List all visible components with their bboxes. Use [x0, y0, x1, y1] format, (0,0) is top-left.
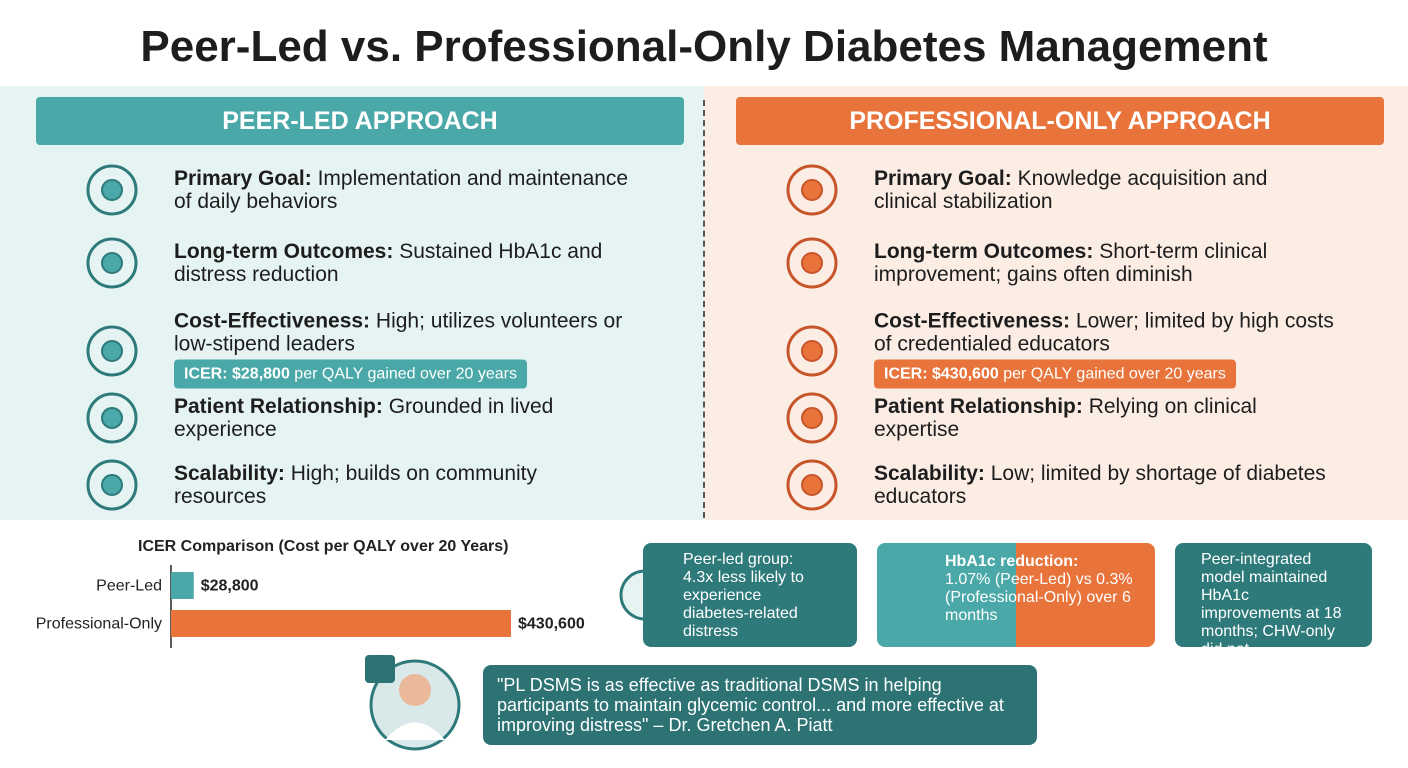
row-text: High; builds on community resources [174, 462, 538, 508]
value-label: $28,800 [201, 578, 259, 595]
row-icon [801, 407, 823, 429]
chart-title: ICER Comparison (Cost per QALY over 20 Y… [138, 538, 509, 555]
row-text: Grounded in lived experience [174, 395, 554, 441]
row-icon [786, 392, 838, 444]
professional-panel [704, 86, 1408, 520]
row: Long-term Outcomes: Short-term clinical … [874, 240, 1334, 286]
row-icon [101, 179, 123, 201]
badge-text: per QALY gained over 20 years [1003, 365, 1226, 383]
stat-text: 1.07% (Peer-Led) vs 0.3% (Professional-O… [945, 571, 1133, 624]
row-label: Cost-Effectiveness: [874, 309, 1071, 333]
row-text: Relying on clinical expertise [874, 395, 1257, 441]
badge-label: ICER: $430,600 [884, 365, 999, 383]
row-icon [786, 325, 838, 377]
quote-mark-box [365, 655, 395, 683]
stat-text: Peer-led group: 4.3x less likely to expe… [683, 551, 804, 640]
section-header: PEER-LED APPROACH [36, 97, 684, 145]
section-header: PROFESSIONAL-ONLY APPROACH [736, 97, 1384, 145]
quote-box: "PL DSMS is as effective as traditional … [483, 665, 1037, 745]
icer-badge: ICER: $430,600 per QALY gained over 20 y… [874, 359, 1236, 389]
quote-text: "PL DSMS is as effective as traditional … [497, 675, 1004, 735]
stat-box: HbA1c reduction: 1.07% (Peer-Led) vs 0.3%… [877, 543, 1155, 647]
row-text: Lower; limited by high costs of credenti… [874, 309, 1334, 356]
badge-text: per QALY gained over 20 years [294, 365, 517, 383]
avatar-body [385, 722, 445, 740]
row-label: Scalability: [174, 462, 285, 485]
category-label: Peer-Led [96, 578, 162, 595]
bar [171, 610, 511, 637]
row-icon [101, 340, 123, 362]
row: Patient Relationship: Relying on clinica… [874, 395, 1334, 441]
row-icon [101, 474, 123, 496]
row-label: Primary Goal: [874, 167, 1012, 190]
row-icon [86, 392, 138, 444]
row: Cost-Effectiveness: High; utilizes volun… [174, 310, 634, 389]
row-text: High; utilizes volunteers or low-stipend… [174, 309, 623, 356]
row-label: Long-term Outcomes: [874, 240, 1094, 263]
row-icon [86, 325, 138, 377]
row-icon [786, 237, 838, 289]
badge-label: ICER: $28,800 [184, 365, 290, 383]
row: Scalability: High; builds on community r… [174, 462, 634, 508]
row-icon [86, 459, 138, 511]
row-icon [101, 407, 123, 429]
row-label: Patient Relationship: [174, 395, 383, 418]
row-icon [801, 340, 823, 362]
row-text: Implementation and maintenance of daily … [174, 167, 629, 213]
row-label: Scalability: [874, 462, 985, 485]
row-icon [801, 252, 823, 274]
row-icon [86, 164, 138, 216]
row-icon [786, 164, 838, 216]
row: Long-term Outcomes: Sustained HbA1c and … [174, 240, 634, 286]
row-text: Low; limited by shortage of diabetes edu… [874, 462, 1326, 508]
row: Primary Goal: Knowledge acquisition and … [874, 167, 1334, 213]
row-text: Sustained HbA1c and distress reduction [174, 240, 603, 286]
row-label: Cost-Effectiveness: [174, 309, 371, 333]
row-text: Knowledge acquisition and clinical stabi… [874, 167, 1268, 213]
row-text: Short-term clinical improvement; gains o… [874, 240, 1268, 286]
divider [703, 100, 705, 518]
avatar-head [399, 674, 431, 706]
bar [171, 572, 194, 599]
value-label: $430,600 [518, 616, 585, 633]
stat-box: Peer-led group: 4.3x less likely to expe… [643, 543, 857, 647]
row-label: Long-term Outcomes: [174, 240, 394, 263]
category-label: Professional-Only [36, 616, 162, 633]
row-icon [786, 459, 838, 511]
row-icon [801, 179, 823, 201]
row: Scalability: Low; limited by shortage of… [874, 462, 1334, 508]
stat-title: HbA1c reduction: [945, 553, 1079, 570]
row: Patient Relationship: Grounded in lived … [174, 395, 634, 441]
row-icon [86, 237, 138, 289]
row-label: Patient Relationship: [874, 395, 1083, 418]
row-label: Primary Goal: [174, 167, 312, 190]
row: Primary Goal: Implementation and mainten… [174, 167, 634, 213]
stat-box: Peer-integrated model maintained HbA1c i… [1175, 543, 1372, 658]
icer-badge: ICER: $28,800 per QALY gained over 20 ye… [174, 359, 527, 389]
stat-text: Peer-integrated model maintained HbA1c i… [1201, 551, 1342, 658]
row-icon [101, 252, 123, 274]
row: Cost-Effectiveness: Lower; limited by hi… [874, 310, 1334, 389]
row-icon [801, 474, 823, 496]
page-title: Peer-Led vs. Professional-Only Diabetes … [140, 22, 1268, 71]
peer-panel [0, 86, 704, 520]
